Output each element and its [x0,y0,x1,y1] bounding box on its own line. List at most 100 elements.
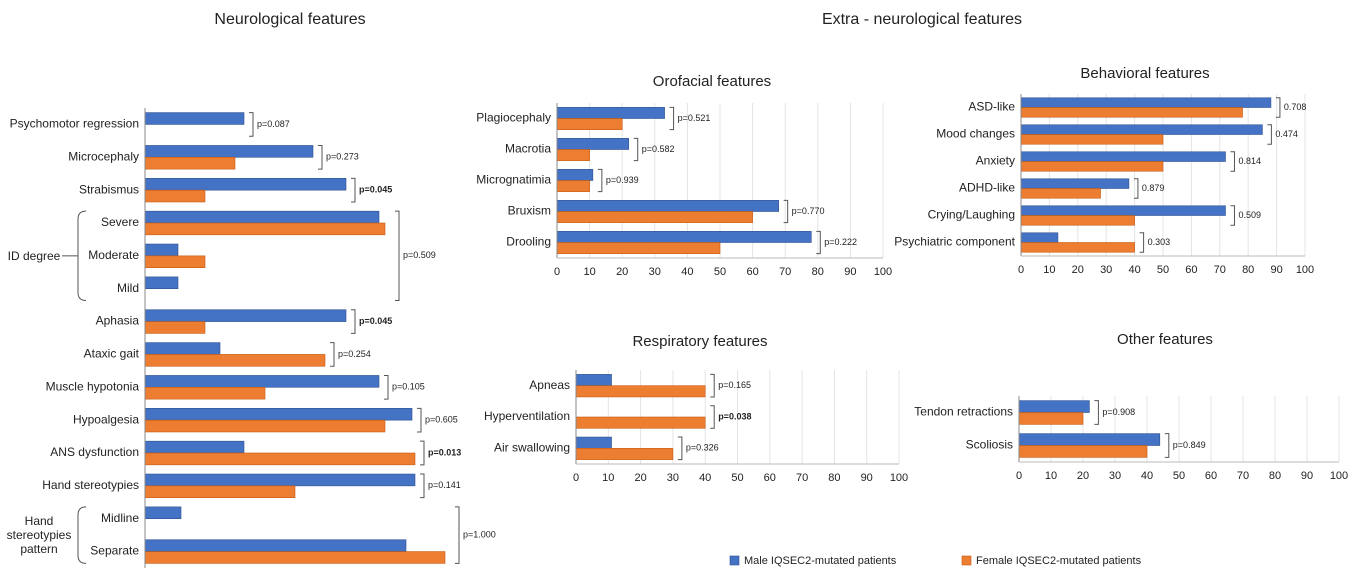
bar [144,342,221,355]
p-bracket [318,144,323,170]
y-tick-label: Moderate [88,248,139,262]
y-tick-label: Severe [101,215,139,229]
p-bracket [1139,232,1145,253]
p-bracket [420,473,425,499]
x-tick-label: 20 [616,266,628,278]
y-tick-label: Hand stereotypies [42,478,139,492]
y-tick-label: Midline [101,511,139,525]
p-value: p=0.141 [428,480,461,490]
x-tick-label: 70 [1214,264,1226,276]
p-value: p=0.105 [392,382,425,392]
x-tick-label: 20 [1077,470,1089,482]
bar [1018,412,1084,425]
bar [556,211,753,223]
p-bracket [816,230,821,255]
p-bracket [1094,400,1099,425]
p-bracket [249,112,254,137]
x-tick-label: 40 [1141,470,1153,482]
p-bracket [395,210,400,302]
p-bracket [384,374,389,400]
group-bracket [77,210,87,302]
x-tick-label: 70 [796,472,808,484]
p-value: p=0.013 [428,447,461,457]
legend-swatch [961,555,972,566]
chart-title: Other features [1117,331,1213,348]
y-tick-label: Scoliosis [966,438,1013,452]
x-tick-label: 0 [1018,264,1024,276]
bar [1020,178,1130,189]
x-tick-label: 40 [699,472,711,484]
y-tick-label: Macrotia [505,142,551,156]
x-tick-label: 10 [583,266,595,278]
bar [144,551,446,564]
p-value: p=0.222 [824,237,857,247]
y-tick-label: Anxiety [976,154,1015,168]
y-tick-label: Mood changes [936,127,1015,141]
group-label: Hand stereotypies pattern [6,514,72,557]
y-tick-label: Tendon retractions [914,405,1013,419]
bar [1020,242,1135,253]
p-value: p=0.038 [718,411,751,421]
bar [1020,124,1263,135]
bar [144,309,347,322]
bar [1020,215,1135,226]
x-tick-label: 30 [649,266,661,278]
bar [556,200,779,212]
p-value: p=0.849 [1173,440,1206,450]
y-tick-label: Psychiatric component [894,235,1015,249]
bar [575,385,706,398]
y-tick-label: ADHD-like [959,181,1015,195]
p-bracket [1133,178,1139,199]
y-tick-label: Plagiocephaly [476,111,551,125]
bar [1020,107,1243,118]
x-tick-label: 90 [844,266,856,278]
bar [144,112,245,125]
x-tick-label: 50 [731,472,743,484]
p-bracket [1275,97,1281,118]
x-tick-label: 50 [1173,470,1185,482]
p-value: 0.303 [1148,237,1171,247]
bar [144,473,416,487]
bar [556,118,623,130]
p-value: 0.879 [1142,183,1165,193]
p-bracket [417,407,422,433]
p-bracket [1267,124,1272,145]
bar [144,189,206,203]
p-value: p=0.326 [686,443,719,453]
p-value: p=0.509 [403,250,436,260]
bar [144,243,179,257]
x-tick-label: 30 [667,472,679,484]
y-tick-label: Strabismus [79,182,139,196]
bar [144,145,314,158]
y-tick-label: Ataxic gait [84,347,140,361]
bar [144,375,380,388]
legend-label: Female IQSEC2-mutated patients [976,555,1142,567]
bar [1020,97,1272,108]
y-tick-label: Aphasia [96,314,140,328]
bar [144,419,386,433]
bar [556,242,721,254]
bar [144,222,386,236]
p-value: p=0.908 [1102,407,1135,417]
p-bracket [710,373,715,398]
x-tick-label: 60 [1205,470,1217,482]
x-tick-label: 60 [746,266,758,278]
bar [556,169,594,181]
p-value: 0.708 [1284,102,1307,112]
p-bracket [597,168,603,193]
bar [1020,151,1226,162]
p-bracket [783,199,789,224]
bar [144,321,206,334]
p-bracket [330,342,335,367]
p-value: 0.509 [1238,210,1261,220]
p-bracket [633,137,639,162]
p-value: p=0.254 [338,349,371,359]
bar [144,354,326,367]
x-tick-label: 0 [1016,470,1022,482]
p-bracket [351,309,356,334]
y-tick-label: Crying/Laughing [928,208,1015,222]
bar [1020,134,1164,145]
bar [144,452,416,466]
